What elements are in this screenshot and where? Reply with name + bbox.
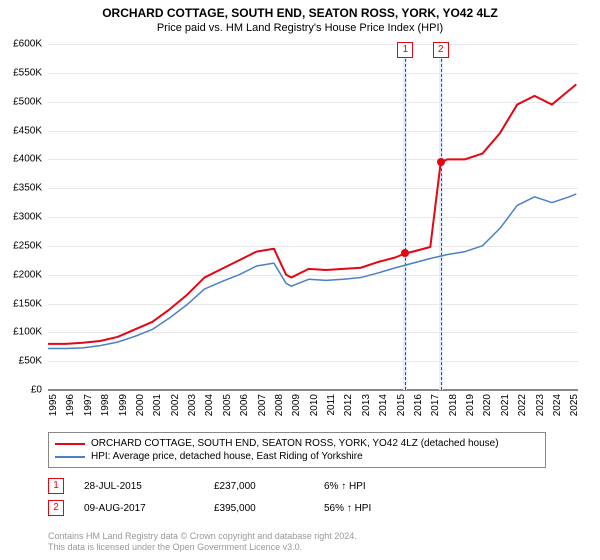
x-axis-label: 2003 (187, 394, 198, 416)
y-axis-label: £50K (19, 356, 42, 367)
legend: ORCHARD COTTAGE, SOUTH END, SEATON ROSS,… (48, 432, 546, 468)
x-axis-label: 2007 (257, 394, 268, 416)
x-axis-label: 2012 (343, 394, 354, 416)
y-axis-label: £550K (13, 67, 42, 78)
x-axis-label: 2021 (500, 394, 511, 416)
x-axis-label: 2010 (309, 394, 320, 416)
y-axis-label: £150K (13, 298, 42, 309)
plot-area: £0£50K£100K£150K£200K£250K£300K£350K£400… (48, 44, 578, 390)
x-axis-label: 2019 (465, 394, 476, 416)
legend-swatch (55, 456, 85, 458)
x-axis-label: 2009 (291, 394, 302, 416)
sales-price: £237,000 (214, 481, 324, 492)
y-axis-label: £600K (13, 39, 42, 50)
sales-diff: 6% ↑ HPI (324, 481, 414, 492)
x-axis-label: 2016 (413, 394, 424, 416)
sales-row: 2 09-AUG-2017£395,00056% ↑ HPI (48, 500, 414, 516)
x-axis-label: 2000 (135, 394, 146, 416)
sales-badge: 2 (48, 500, 64, 516)
legend-row: HPI: Average price, detached house, East… (55, 450, 539, 463)
legend-swatch (55, 443, 85, 445)
chart-subtitle: Price paid vs. HM Land Registry's House … (0, 20, 600, 34)
sales-badge: 1 (48, 478, 64, 494)
y-axis-label: £400K (13, 154, 42, 165)
y-axis-label: £200K (13, 269, 42, 280)
x-axis-label: 2015 (396, 394, 407, 416)
x-axis-label: 2020 (482, 394, 493, 416)
y-axis-label: £350K (13, 183, 42, 194)
x-axis-label: 2014 (378, 394, 389, 416)
x-axis-label: 1997 (83, 394, 94, 416)
x-axis-label: 2001 (152, 394, 163, 416)
x-axis-label: 2008 (274, 394, 285, 416)
x-axis-label: 2002 (170, 394, 181, 416)
x-axis-label: 2017 (430, 394, 441, 416)
chart-container: ORCHARD COTTAGE, SOUTH END, SEATON ROSS,… (0, 0, 600, 560)
sales-price: £395,000 (214, 503, 324, 514)
chart-title: ORCHARD COTTAGE, SOUTH END, SEATON ROSS,… (0, 0, 600, 20)
y-axis-label: £250K (13, 240, 42, 251)
x-axis-label: 2005 (222, 394, 233, 416)
x-axis-label: 2022 (517, 394, 528, 416)
gridline (48, 390, 578, 391)
series-layer (48, 44, 578, 390)
x-axis-label: 1998 (100, 394, 111, 416)
y-axis-label: £0 (31, 385, 42, 396)
x-axis-label: 2006 (239, 394, 250, 416)
x-axis-label: 1996 (65, 394, 76, 416)
x-axis-label: 2023 (535, 394, 546, 416)
sales-date: 09-AUG-2017 (84, 503, 214, 514)
x-axis-label: 2011 (326, 394, 337, 416)
sales-table: 1 28-JUL-2015£237,0006% ↑ HPI 2 09-AUG-2017… (48, 478, 414, 516)
sales-row: 1 28-JUL-2015£237,0006% ↑ HPI (48, 478, 414, 494)
series-property (48, 84, 576, 344)
x-axis-label: 2018 (448, 394, 459, 416)
footnote-line: Contains HM Land Registry data © Crown c… (48, 531, 357, 543)
x-axis-label: 2024 (552, 394, 563, 416)
sale-marker (437, 158, 445, 166)
x-axis-label: 2025 (569, 394, 580, 416)
legend-label: HPI: Average price, detached house, East… (91, 451, 363, 462)
y-axis-label: £300K (13, 212, 42, 223)
footnote-line: This data is licensed under the Open Gov… (48, 542, 357, 554)
y-axis-label: £500K (13, 96, 42, 107)
sale-marker (401, 249, 409, 257)
x-axis-label: 1999 (118, 394, 129, 416)
series-hpi (48, 194, 576, 349)
legend-row: ORCHARD COTTAGE, SOUTH END, SEATON ROSS,… (55, 437, 539, 450)
y-axis-label: £100K (13, 327, 42, 338)
x-axis-label: 1995 (48, 394, 59, 416)
sales-date: 28-JUL-2015 (84, 481, 214, 492)
x-axis-label: 2013 (361, 394, 372, 416)
y-axis-label: £450K (13, 125, 42, 136)
legend-label: ORCHARD COTTAGE, SOUTH END, SEATON ROSS,… (91, 438, 499, 449)
footnote: Contains HM Land Registry data © Crown c… (48, 531, 357, 554)
sales-diff: 56% ↑ HPI (324, 503, 414, 514)
x-axis-label: 2004 (204, 394, 215, 416)
